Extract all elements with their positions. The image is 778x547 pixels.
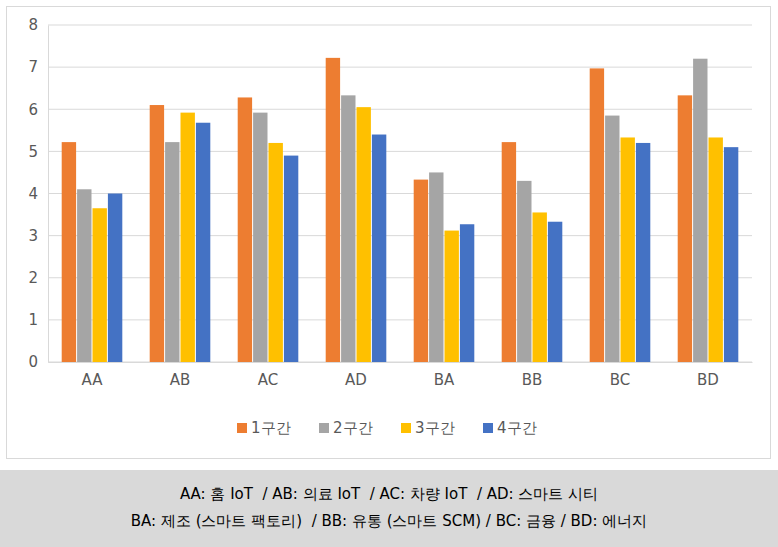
caption-box: [0, 470, 778, 547]
bar: [326, 58, 340, 362]
y-tick-label: 1: [28, 311, 38, 329]
y-tick-label: 2: [28, 269, 38, 287]
x-tick: BC: [610, 362, 631, 389]
bar: [108, 194, 122, 363]
x-axis: AA AB AC AD BA BB BC BD: [49, 362, 753, 389]
bar: [533, 212, 547, 362]
legend-item: 3구간: [401, 419, 455, 437]
bar: [62, 142, 76, 362]
bar: [590, 68, 604, 362]
grid: [48, 25, 752, 362]
bar: [414, 180, 428, 362]
x-tick-label: BC: [610, 371, 631, 389]
bar: [678, 95, 692, 362]
x-tick-label: AC: [258, 371, 278, 389]
x-tick-label: BD: [697, 371, 719, 389]
bar: [502, 142, 516, 362]
bar-series: [93, 107, 723, 362]
legend-swatch: [237, 423, 247, 433]
bar: [253, 113, 267, 362]
chart-frame: [7, 7, 771, 459]
bar: [517, 181, 531, 362]
bar: [724, 147, 738, 362]
bar: [77, 189, 91, 362]
bar: [445, 231, 459, 362]
y-tick-label: 3: [28, 227, 38, 245]
caption-text: AA: 홈 IoT / AB: 의료 IoT / AC: 차량 IoT / AD…: [180, 485, 598, 503]
x-tick: AB: [170, 362, 191, 389]
legend-label: 2구간: [333, 419, 373, 437]
y-tick: 1: [28, 311, 48, 329]
y-tick-label: 4: [28, 185, 38, 203]
bar: [636, 143, 650, 362]
bar: [548, 222, 562, 362]
y-tick-label: 7: [28, 58, 38, 76]
legend-item: 2구간: [319, 419, 373, 437]
x-tick: AD: [345, 362, 367, 389]
bar: [269, 143, 283, 362]
legend-item: 1구간: [237, 419, 291, 437]
bar: [693, 59, 707, 362]
x-axis-line: [49, 362, 753, 363]
bar-series: [62, 58, 692, 362]
y-tick: 6: [28, 101, 48, 119]
bar: [93, 208, 107, 362]
x-tick-label: BB: [522, 371, 543, 389]
y-axis: 0 1 2 3 4 5 6 7 8: [28, 16, 48, 371]
y-tick: 5: [28, 143, 48, 161]
x-tick: BA: [434, 362, 455, 389]
legend-swatch: [401, 423, 411, 433]
grid-line: [48, 67, 752, 68]
legend-swatch: [319, 423, 329, 433]
legend-label: 3구간: [415, 419, 455, 437]
y-tick-label: 0: [28, 353, 38, 371]
bar: [372, 135, 386, 362]
bar: [341, 95, 355, 362]
x-tick: AC: [258, 362, 278, 389]
x-tick: BB: [522, 362, 543, 389]
bar: [621, 137, 635, 362]
x-tick-label: BA: [434, 371, 455, 389]
y-tick: 4: [28, 185, 48, 203]
legend-label: 1구간: [251, 419, 291, 437]
x-tick-label: AA: [82, 371, 104, 389]
bar-series: [77, 59, 707, 362]
bar: [460, 224, 474, 362]
chart: 0 1 2 3 4 5 6 7 8 AA AB AC AD BA BB BC BD 1구간 2구간 3구간 4구간 AA:…: [0, 0, 778, 547]
bar: [238, 97, 252, 362]
legend-label: 4구간: [497, 419, 537, 437]
bar: [429, 172, 443, 362]
y-tick: 0: [28, 353, 48, 371]
legend-swatch: [483, 423, 493, 433]
x-tick: BD: [697, 362, 719, 389]
bar: [165, 142, 179, 362]
y-tick-label: 8: [28, 16, 38, 34]
bar: [150, 105, 164, 362]
bar: [709, 137, 723, 362]
x-tick-label: AB: [170, 371, 191, 389]
y-tick: 2: [28, 269, 48, 287]
y-tick-label: 5: [28, 143, 38, 161]
bar: [357, 107, 371, 362]
y-tick: 3: [28, 227, 48, 245]
bars: [62, 58, 739, 362]
x-tick: AA: [82, 362, 104, 389]
bar: [181, 113, 195, 362]
bar: [605, 116, 619, 362]
y-tick: 8: [28, 16, 48, 34]
bar: [284, 156, 298, 362]
y-tick: 7: [28, 58, 48, 76]
legend: 1구간 2구간 3구간 4구간: [237, 419, 537, 437]
x-tick-label: AD: [345, 371, 367, 389]
bar-series: [108, 123, 738, 362]
y-tick-label: 6: [28, 101, 38, 119]
caption-text: BA: 제조 (스마트 팩토리) / BB: 유통 (스마트 SCM) / BC…: [131, 512, 647, 530]
y-axis-line: [48, 26, 49, 363]
legend-item: 4구간: [483, 419, 537, 437]
grid-line: [48, 25, 752, 26]
bar: [196, 123, 210, 362]
